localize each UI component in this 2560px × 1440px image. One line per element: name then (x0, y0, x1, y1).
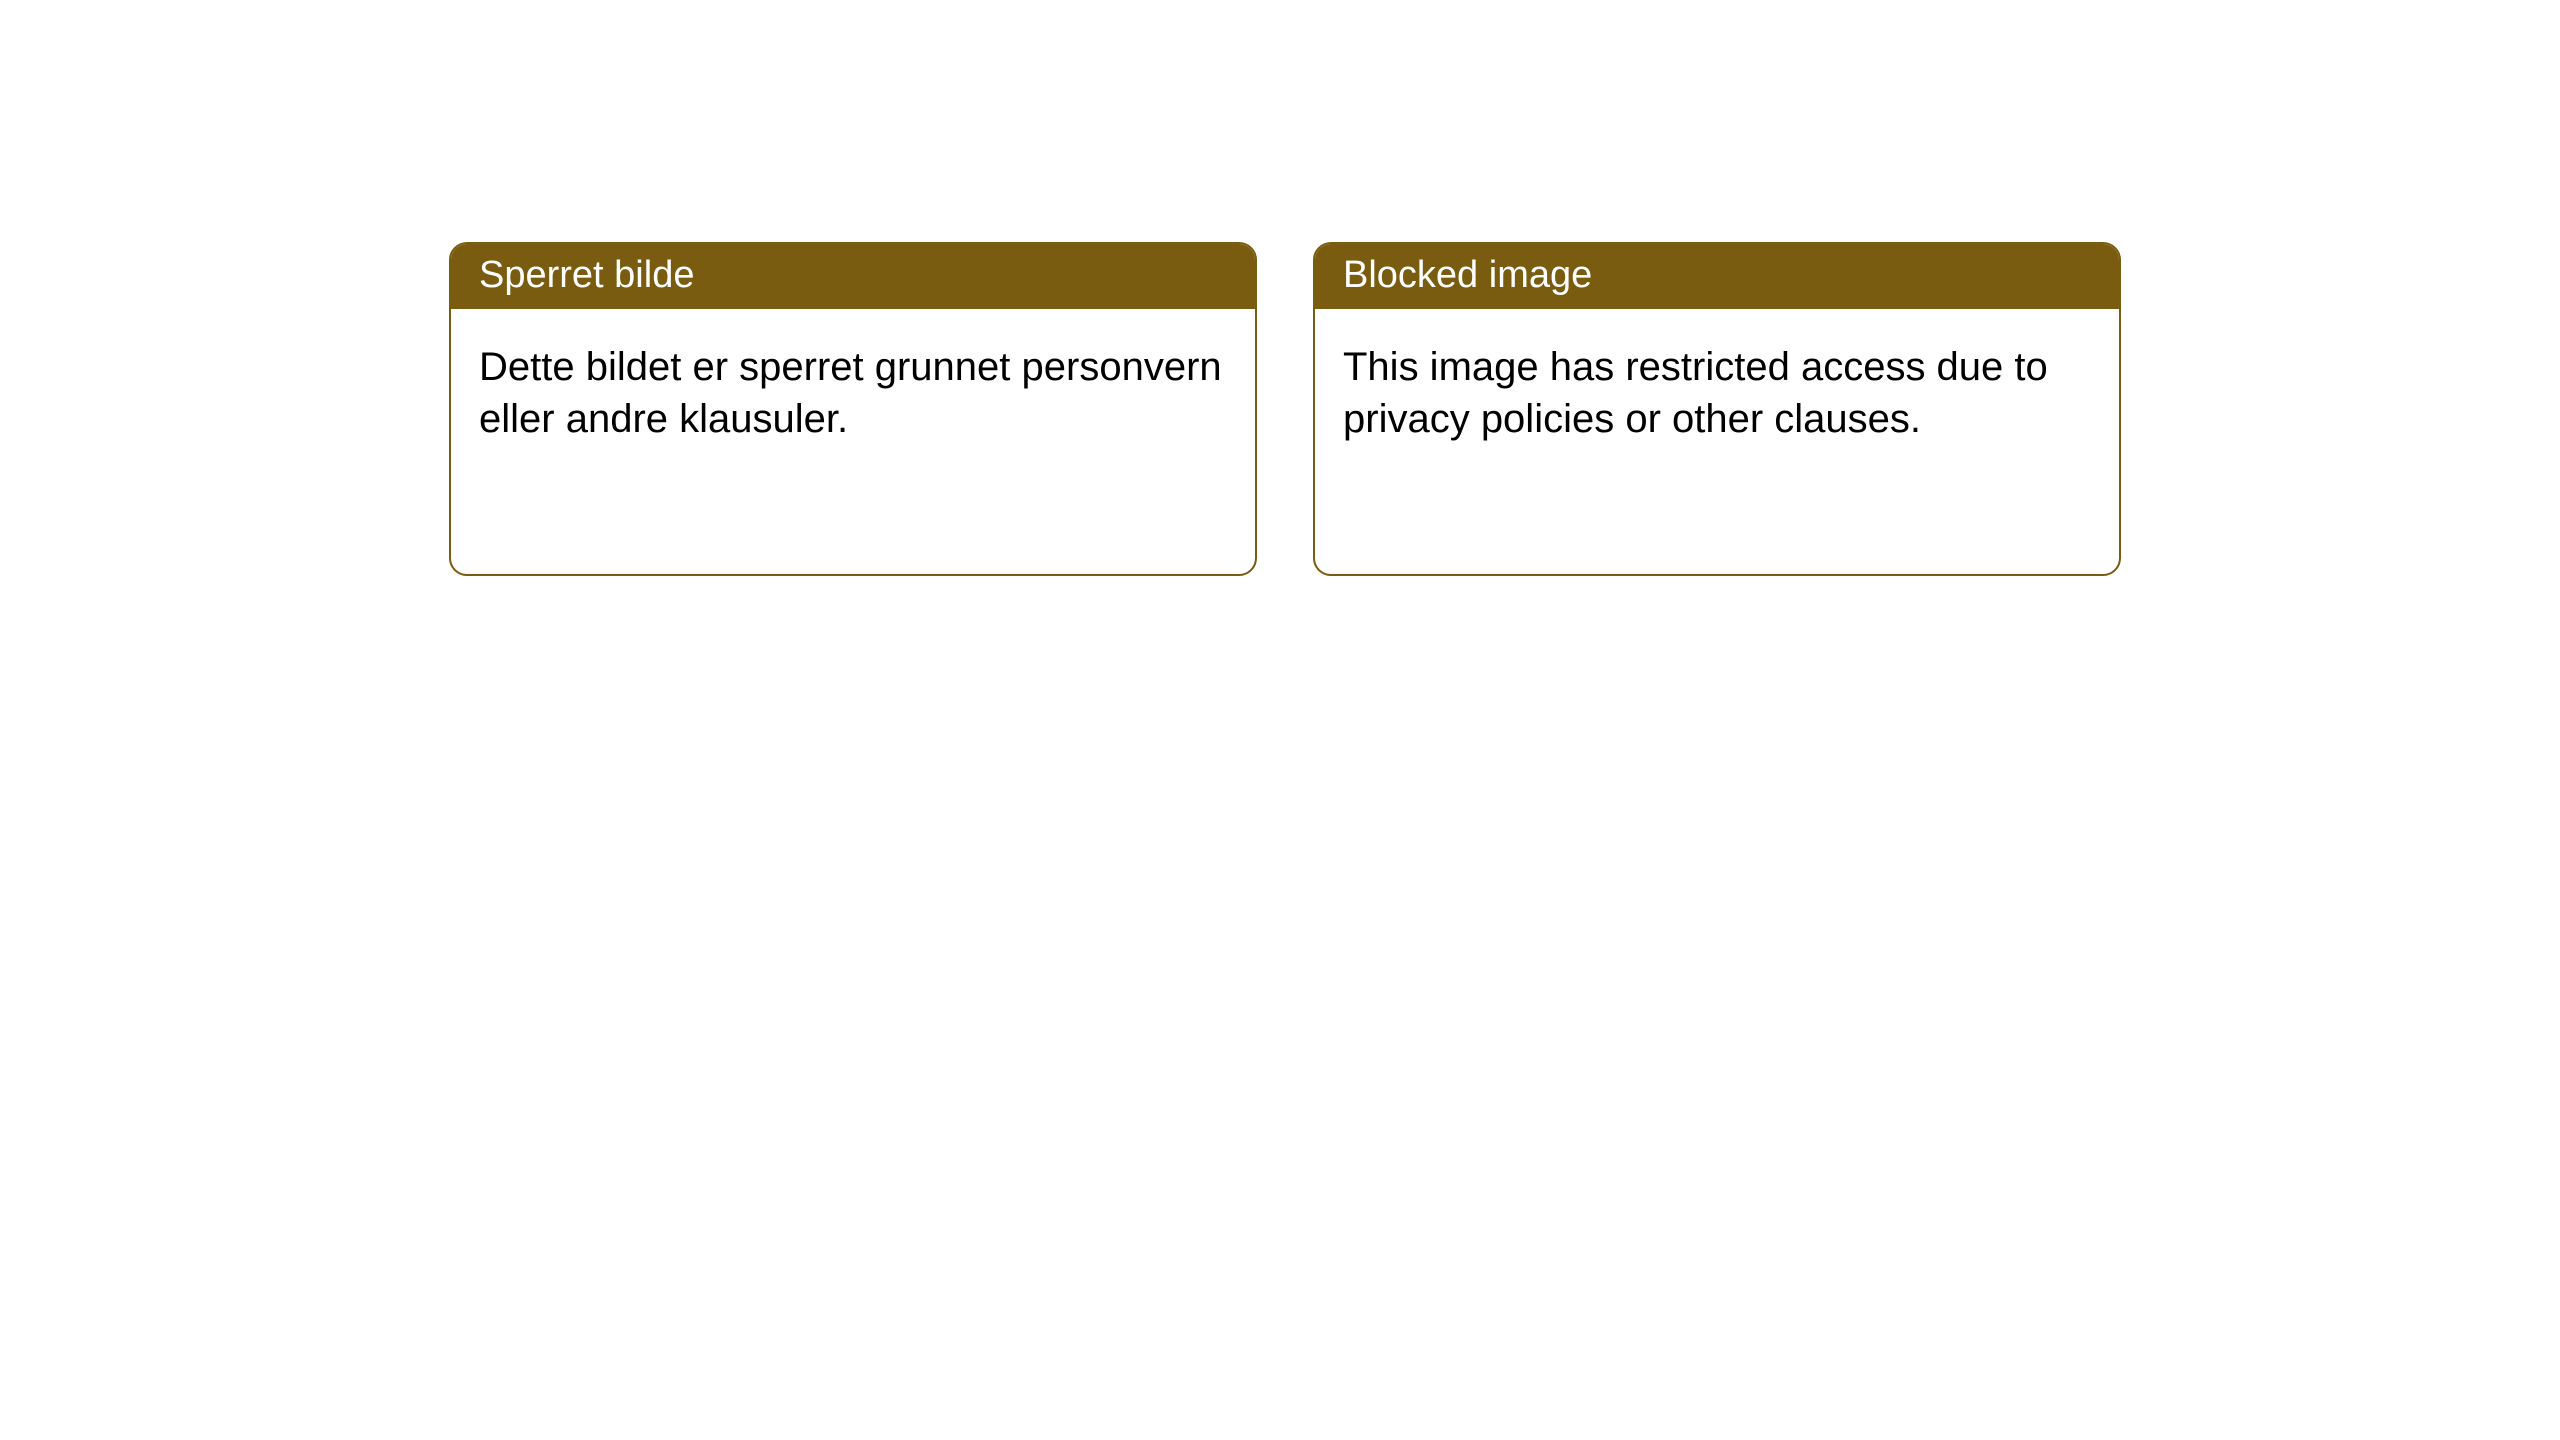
notice-header: Blocked image (1315, 244, 2119, 309)
notice-container: Sperret bilde Dette bildet er sperret gr… (0, 0, 2560, 576)
notice-body: Dette bildet er sperret grunnet personve… (451, 309, 1255, 477)
notice-card-norwegian: Sperret bilde Dette bildet er sperret gr… (449, 242, 1257, 576)
notice-body: This image has restricted access due to … (1315, 309, 2119, 477)
notice-body-text: This image has restricted access due to … (1343, 345, 2048, 441)
notice-card-english: Blocked image This image has restricted … (1313, 242, 2121, 576)
notice-header: Sperret bilde (451, 244, 1255, 309)
notice-title: Sperret bilde (479, 254, 694, 296)
notice-title: Blocked image (1343, 254, 1592, 296)
notice-body-text: Dette bildet er sperret grunnet personve… (479, 345, 1222, 441)
